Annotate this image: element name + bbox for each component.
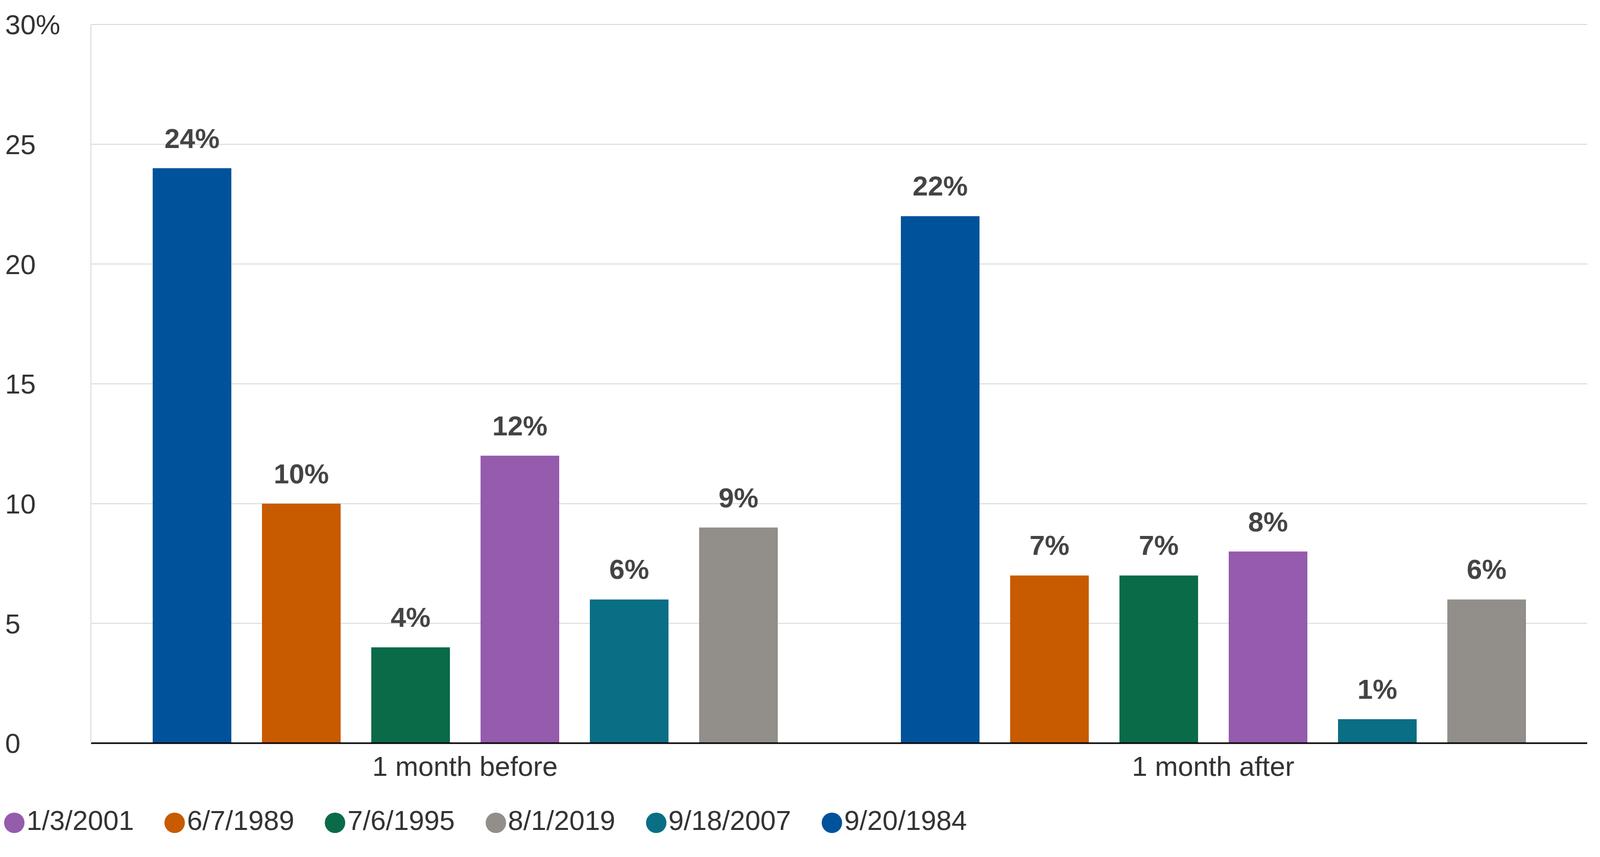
- svg-text:15: 15: [5, 368, 36, 400]
- svg-text:22%: 22%: [912, 170, 968, 202]
- svg-text:20: 20: [5, 249, 36, 280]
- svg-text:7%: 7%: [1029, 530, 1070, 561]
- svg-text:6%: 6%: [609, 554, 650, 585]
- svg-text:5: 5: [5, 608, 21, 640]
- svg-text:8%: 8%: [1248, 506, 1288, 538]
- svg-text:10: 10: [5, 488, 36, 520]
- svg-text:1%: 1%: [1357, 674, 1398, 705]
- svg-text:10%: 10%: [273, 458, 329, 490]
- svg-text:24%: 24%: [164, 123, 220, 154]
- svg-text:12%: 12%: [492, 410, 548, 442]
- svg-text:1 month before: 1 month before: [372, 751, 558, 782]
- svg-text:7%: 7%: [1138, 530, 1179, 561]
- svg-text:25: 25: [5, 129, 36, 160]
- svg-text:0: 0: [5, 728, 21, 759]
- html-text:9/18/2007: 9/18/2007: [668, 805, 792, 837]
- html-text:9/20/1984: 9/20/1984: [844, 805, 967, 837]
- svg-text:6%: 6%: [1466, 554, 1507, 585]
- html-text:8/1/2019: 8/1/2019: [507, 805, 616, 837]
- svg-text:1 month after: 1 month after: [1131, 751, 1295, 782]
- html-text:1/3/2001: 1/3/2001: [26, 805, 134, 837]
- svg-text:30%: 30%: [5, 9, 61, 40]
- svg-text:9%: 9%: [718, 482, 759, 514]
- html-text:6/7/1989: 6/7/1989: [187, 805, 295, 837]
- svg-text:4%: 4%: [390, 602, 431, 633]
- html-text:7/6/1995: 7/6/1995: [347, 805, 455, 837]
